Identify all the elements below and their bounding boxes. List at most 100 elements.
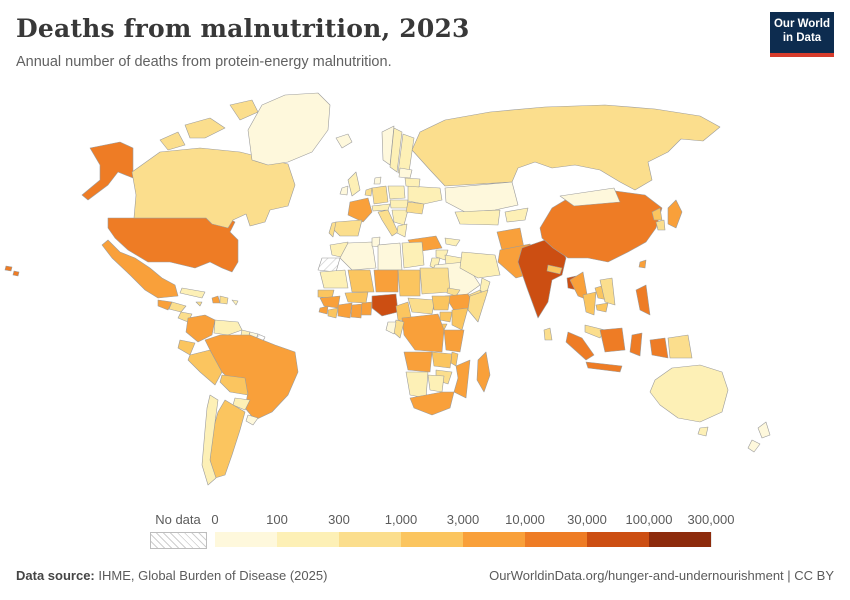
- country-burkina-faso[interactable]: [344, 291, 369, 304]
- legend-bin-1[interactable]: [215, 532, 278, 547]
- country-taiwan[interactable]: [638, 259, 647, 269]
- country-portugal[interactable]: [328, 221, 337, 238]
- country-bolivia[interactable]: [219, 374, 249, 396]
- country-south-korea[interactable]: [655, 219, 666, 231]
- country-kenya[interactable]: [451, 307, 469, 331]
- country-puerto-rico[interactable]: [231, 299, 239, 306]
- country-dominican-republic[interactable]: [219, 295, 229, 305]
- country-denmark[interactable]: [373, 176, 382, 185]
- country-serbia[interactable]: [391, 209, 409, 226]
- country-japan[interactable]: [667, 199, 683, 229]
- world-choropleth-map[interactable]: [0, 85, 850, 505]
- country-uganda[interactable]: [439, 311, 453, 323]
- country-south-africa[interactable]: [409, 391, 455, 416]
- country-poland[interactable]: [387, 185, 406, 200]
- country-australia[interactable]: [697, 426, 709, 437]
- country-netherlands[interactable]: [364, 187, 373, 197]
- country-united-states[interactable]: [107, 217, 239, 273]
- country-tanzania[interactable]: [443, 329, 465, 353]
- country-mozambique[interactable]: [453, 359, 471, 399]
- country-colombia[interactable]: [185, 314, 216, 343]
- country-ecuador[interactable]: [177, 339, 196, 356]
- owid-logo[interactable]: Our World in Data: [770, 12, 834, 57]
- country-greenland[interactable]: [247, 92, 331, 166]
- country-iran[interactable]: [459, 251, 501, 279]
- country-botswana[interactable]: [427, 374, 445, 393]
- country-somalia[interactable]: [467, 289, 489, 323]
- country-cambodia[interactable]: [595, 302, 609, 313]
- country-madagascar[interactable]: [476, 351, 491, 393]
- country-mongolia[interactable]: [559, 187, 621, 207]
- country-tajikistan[interactable]: [504, 207, 529, 223]
- country-kazakhstan[interactable]: [444, 181, 519, 213]
- country-sudan[interactable]: [419, 267, 451, 295]
- legend-bin-3[interactable]: [339, 532, 402, 547]
- country-guatemala[interactable]: [157, 299, 173, 311]
- country-indonesia[interactable]: [599, 327, 626, 353]
- country-egypt[interactable]: [401, 241, 425, 269]
- legend-bin-4[interactable]: [401, 532, 464, 547]
- country-iceland[interactable]: [335, 133, 353, 149]
- country-gabon[interactable]: [385, 321, 397, 335]
- country-united-states[interactable]: [4, 265, 13, 272]
- country-austria[interactable]: [371, 203, 391, 212]
- country-honduras[interactable]: [168, 301, 187, 313]
- country-romania[interactable]: [405, 201, 425, 215]
- country-hungary[interactable]: [389, 199, 409, 209]
- country-angola[interactable]: [403, 351, 433, 373]
- country-chad[interactable]: [397, 269, 421, 297]
- country-azerbaijan[interactable]: [444, 237, 461, 247]
- country-ivory-coast[interactable]: [337, 302, 353, 319]
- country-canada[interactable]: [159, 131, 186, 151]
- country-western-sahara[interactable]: [317, 257, 341, 273]
- country-united-states[interactable]: [12, 270, 20, 277]
- country-lithuania[interactable]: [398, 167, 413, 179]
- country-united-kingdom[interactable]: [347, 171, 361, 197]
- country-nigeria[interactable]: [371, 293, 399, 317]
- country-indonesia[interactable]: [565, 331, 595, 361]
- country-venezuela[interactable]: [213, 319, 243, 336]
- country-indonesia[interactable]: [649, 337, 669, 359]
- country-russia[interactable]: [411, 104, 721, 191]
- country-new-zealand[interactable]: [747, 439, 761, 453]
- country-ukraine[interactable]: [407, 185, 443, 205]
- country-nepal[interactable]: [546, 264, 563, 275]
- country-dr-congo[interactable]: [401, 313, 445, 353]
- country-niger[interactable]: [373, 269, 399, 293]
- country-new-zealand[interactable]: [757, 421, 771, 439]
- country-uruguay[interactable]: [245, 414, 259, 426]
- country-mexico[interactable]: [101, 239, 179, 299]
- country-papua-new-guinea[interactable]: [667, 334, 693, 359]
- country-libya[interactable]: [377, 242, 403, 271]
- country-ireland[interactable]: [339, 185, 349, 196]
- country-france[interactable]: [347, 197, 373, 223]
- country-mauritania[interactable]: [319, 269, 349, 289]
- country-guinea[interactable]: [319, 295, 341, 309]
- legend-bin-5[interactable]: [463, 532, 526, 547]
- country-greece[interactable]: [396, 223, 408, 238]
- country-canada[interactable]: [131, 147, 296, 229]
- country-sri-lanka[interactable]: [543, 327, 553, 341]
- country-algeria[interactable]: [339, 241, 377, 271]
- country-jamaica[interactable]: [195, 301, 203, 307]
- country-mali[interactable]: [347, 269, 375, 293]
- legend-bin-6[interactable]: [525, 532, 588, 547]
- country-spain[interactable]: [331, 219, 363, 237]
- owid-url-link[interactable]: OurWorldinData.org/hunger-and-undernouri…: [489, 568, 834, 583]
- country-malaysia[interactable]: [584, 324, 606, 339]
- country-belarus[interactable]: [404, 177, 421, 188]
- country-vietnam[interactable]: [599, 277, 616, 306]
- legend-bin-2[interactable]: [277, 532, 340, 547]
- country-haiti[interactable]: [211, 295, 221, 304]
- country-central-african-republic[interactable]: [407, 297, 436, 315]
- country-indonesia[interactable]: [629, 332, 643, 357]
- country-liberia[interactable]: [327, 307, 339, 319]
- country-sweden[interactable]: [389, 127, 403, 173]
- country-canada[interactable]: [184, 117, 226, 139]
- legend-no-data-swatch[interactable]: [150, 532, 207, 549]
- country-germany[interactable]: [371, 185, 389, 205]
- country-thailand[interactable]: [582, 291, 597, 316]
- country-namibia[interactable]: [405, 371, 429, 399]
- country-united-states[interactable]: [81, 141, 134, 201]
- country-philippines[interactable]: [635, 284, 651, 316]
